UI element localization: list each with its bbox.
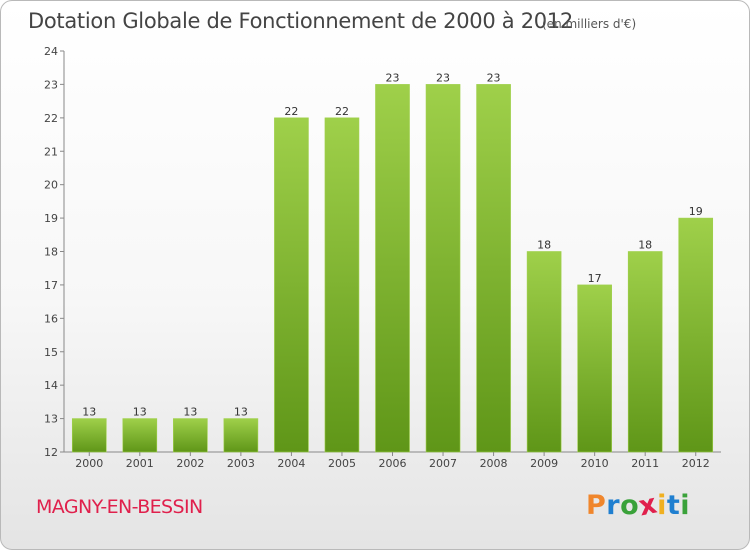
y-tick-label: 15 [44,346,58,359]
bar [71,418,107,453]
bar [425,84,461,453]
y-tick-label: 13 [44,413,58,426]
proxiti-logo[interactable]: Proxiti [586,488,691,522]
bar [122,418,158,453]
x-tick-label: 2006 [379,457,407,470]
chart-title: Dotation Globale de Fonctionnement de 20… [28,9,573,33]
x-tick-label: 2005 [328,457,356,470]
bar-data-label: 13 [82,406,96,419]
bar [526,251,562,453]
x-tick-label: 2003 [227,457,255,470]
bar [577,284,612,453]
logo-letter: i [680,490,691,521]
y-tick-label: 12 [44,446,58,459]
bar [678,217,714,453]
bar [173,418,208,453]
y-tick-label: 21 [44,145,58,158]
x-tick-label: 2000 [75,457,103,470]
y-tick-label: 24 [44,45,58,58]
bar-data-label: 18 [638,239,652,252]
x-tick-label: 2004 [277,457,305,470]
bar [627,251,663,453]
x-tick-label: 2012 [682,457,710,470]
x-tick-label: 2010 [581,457,609,470]
y-tick-label: 20 [44,179,58,192]
x-tick-label: 2008 [480,457,508,470]
bar-data-label: 13 [183,406,197,419]
y-tick-label: 23 [44,78,58,91]
y-tick-label: 14 [44,379,58,392]
x-tick-label: 2001 [126,457,154,470]
logo-letter: r [606,490,621,521]
bar-data-label: 13 [133,406,147,419]
bar [274,117,309,453]
y-tick-label: 22 [44,112,58,125]
chart-subtitle: (en milliers d'€) [542,17,637,31]
bar-data-label: 23 [386,71,400,84]
bar [375,84,410,453]
commune-name: MAGNY-EN-BESSIN [36,496,203,518]
y-tick-label: 18 [44,246,58,259]
logo-letter: t [666,490,681,521]
logo-letter: i [657,490,667,521]
bar-data-label: 23 [436,71,450,84]
bar-data-label: 23 [487,71,501,84]
x-tick-label: 2009 [530,457,558,470]
x-tick-label: 2007 [429,457,457,470]
bar-data-label: 19 [689,205,703,218]
bar [223,418,259,453]
bar [476,84,511,453]
y-tick-label: 19 [44,212,58,225]
logo-letter: o [620,490,640,521]
x-tick-label: 2002 [176,457,204,470]
y-tick-label: 17 [44,279,58,292]
bar-data-label: 22 [284,105,298,118]
bar-data-label: 22 [335,105,349,118]
bar-data-label: 13 [234,406,248,419]
logo-letter: P [586,490,607,521]
x-tick-label: 2011 [631,457,659,470]
bar-data-label: 17 [588,272,602,285]
y-tick-label: 16 [44,312,58,325]
bar [324,117,360,453]
bar-data-label: 18 [537,239,551,252]
